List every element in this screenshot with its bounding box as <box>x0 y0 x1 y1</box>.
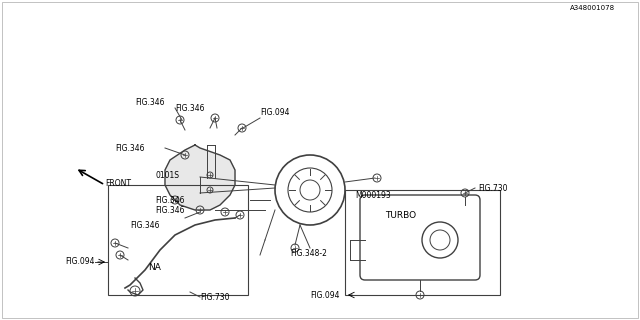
Text: TURBO: TURBO <box>385 211 416 220</box>
Text: 0101S: 0101S <box>155 171 179 180</box>
Text: FIG.730: FIG.730 <box>200 292 230 301</box>
Text: FIG.730: FIG.730 <box>478 183 508 193</box>
Polygon shape <box>165 145 235 210</box>
Text: FIG.346: FIG.346 <box>135 98 164 107</box>
Text: NA: NA <box>148 263 161 273</box>
Text: FIG.094: FIG.094 <box>65 258 95 267</box>
Text: FIG.346: FIG.346 <box>175 103 205 113</box>
Text: FIG.346: FIG.346 <box>115 143 145 153</box>
Text: A348001078: A348001078 <box>570 5 615 11</box>
Text: FIG.094: FIG.094 <box>260 108 289 116</box>
Text: FIG.348-2: FIG.348-2 <box>290 249 327 258</box>
Text: FRONT: FRONT <box>105 179 131 188</box>
Text: FIG.094: FIG.094 <box>310 291 339 300</box>
Text: FIG.346: FIG.346 <box>130 220 159 229</box>
Text: FIG.346: FIG.346 <box>155 205 184 214</box>
Text: M000193: M000193 <box>355 190 391 199</box>
Text: FIG.346: FIG.346 <box>155 196 184 204</box>
